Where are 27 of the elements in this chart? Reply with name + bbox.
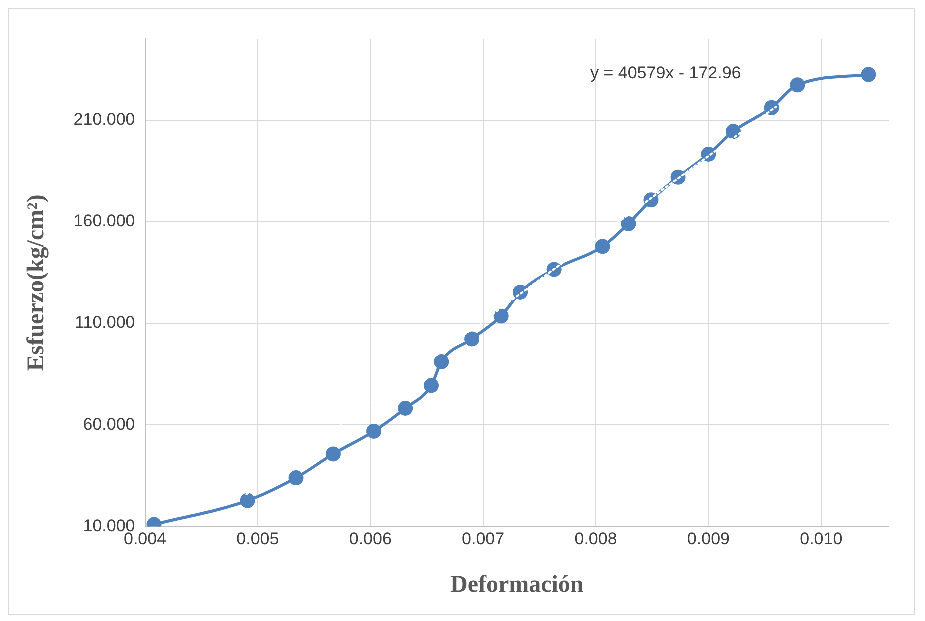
point [595, 239, 610, 254]
annotation: y = 40579x - 172.96 [590, 64, 742, 83]
point [790, 78, 806, 93]
x-tick-label: 0.005 [236, 530, 280, 549]
point [288, 470, 304, 486]
y-tick-label: 110.000 [75, 313, 136, 332]
point [326, 446, 341, 462]
y-tick-label: 60.000 [83, 414, 136, 434]
x-tick-label: 0.006 [349, 530, 392, 549]
y-tick-label: 210.000 [74, 110, 136, 129]
y-tick-label: 160.000 [74, 212, 136, 231]
point [398, 401, 414, 416]
x-tick-label: 0.008 [574, 530, 618, 549]
x-tick-label: 0.007 [462, 530, 505, 549]
point [464, 332, 480, 347]
point [434, 354, 450, 370]
x-tick-label: 0.009 [687, 530, 730, 549]
point [621, 216, 636, 232]
point [240, 493, 256, 508]
point [494, 308, 509, 324]
point [726, 124, 741, 140]
point [366, 424, 382, 439]
x-axis-title: Deformación [450, 572, 584, 598]
point [861, 67, 876, 82]
x-tick-label: 0.010 [800, 530, 843, 549]
point [424, 378, 439, 394]
y-axis-title: Esfuerzo(kg/cm²) [24, 194, 50, 372]
